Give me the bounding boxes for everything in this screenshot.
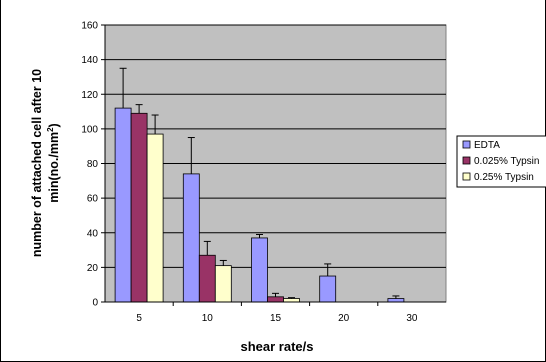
- bar: [146, 133, 164, 303]
- x-tick-label: 20: [338, 313, 350, 324]
- legend-label: EDTA: [474, 140, 500, 151]
- bar: [319, 275, 337, 303]
- bar: [283, 298, 300, 303]
- x-tick-label: 10: [202, 313, 214, 324]
- y-tick-label: 40: [87, 228, 99, 239]
- y-axis-label-line2: min(no./mm2): [46, 123, 61, 202]
- bar: [214, 265, 232, 303]
- bar: [251, 237, 268, 303]
- y-tick-label: 80: [87, 159, 99, 170]
- y-tick-label: 0: [92, 298, 98, 309]
- legend: EDTA 0.025% Typsin 0.25% Typsin: [456, 135, 546, 188]
- y-tick-label: 140: [81, 55, 98, 66]
- bar: [114, 107, 132, 303]
- y-tick-label: 100: [81, 124, 98, 135]
- x-tick-label: 5: [136, 313, 142, 324]
- bar: [267, 296, 284, 303]
- error-bars: [119, 67, 400, 299]
- y-tick-label: 160: [81, 21, 98, 32]
- y-tick-label: 20: [87, 263, 99, 274]
- x-ticks: 5 10 15 20 30: [136, 302, 418, 324]
- y-ticks: 0 20 40 60 80 100 120 140 160: [81, 21, 446, 309]
- x-tick-label: 15: [270, 313, 282, 324]
- bar: [198, 254, 216, 303]
- legend-label: 0.25% Typsin: [474, 172, 534, 183]
- bar: [130, 112, 148, 303]
- bar: [387, 298, 405, 303]
- bars: [114, 107, 405, 303]
- x-tick-label: 30: [406, 313, 418, 324]
- legend-swatch: [462, 172, 471, 181]
- legend-box: [456, 135, 546, 188]
- y-tick-label: 120: [81, 90, 98, 101]
- y-axis-label-group: number of attached cell after 10 min(no.…: [30, 69, 61, 257]
- x-axis-label: shear rate/s: [241, 339, 314, 354]
- y-tick-label: 60: [87, 194, 99, 205]
- bar: [182, 173, 200, 303]
- legend-swatch: [462, 140, 471, 149]
- y-axis-label-line1: number of attached cell after 10: [30, 69, 44, 257]
- legend-swatch: [462, 156, 471, 165]
- legend-label: 0.025% Typsin: [474, 156, 539, 167]
